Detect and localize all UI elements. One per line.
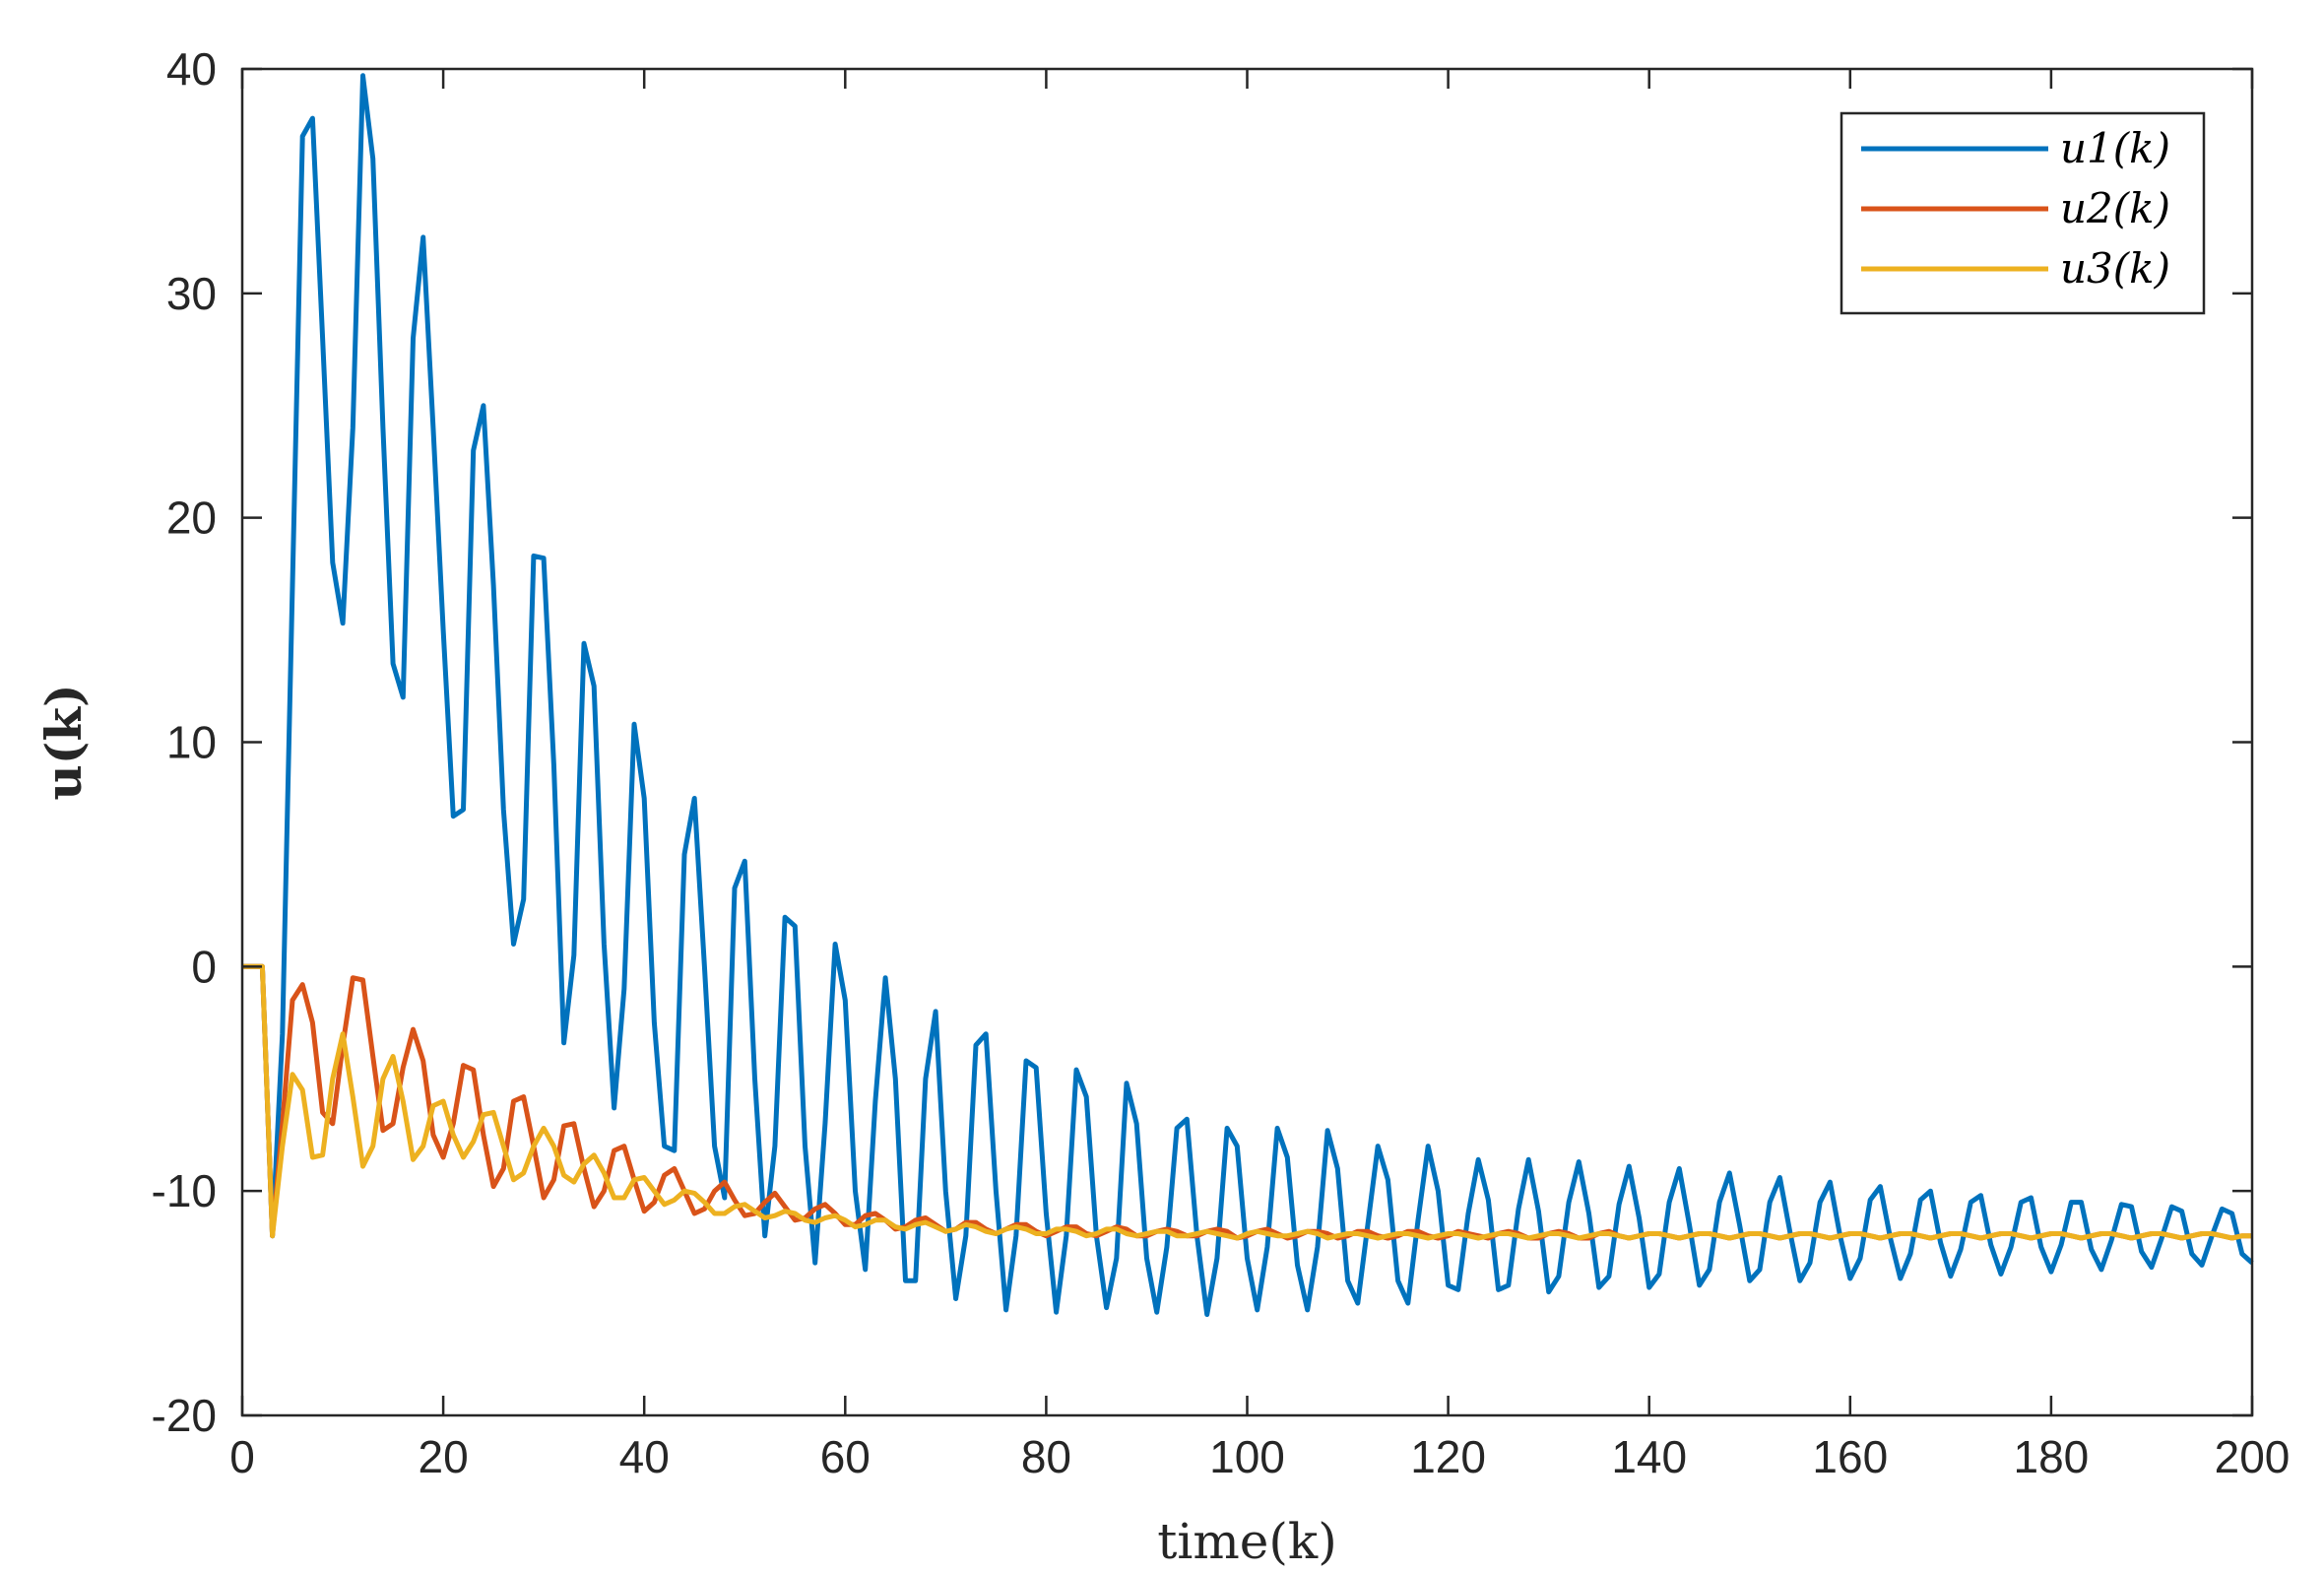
y-tick-label: 10 [166, 717, 217, 768]
series-line-1 [242, 73, 2254, 1317]
series-line-3 [242, 963, 2252, 1241]
y-axis-label: u(k) [34, 684, 93, 800]
x-tick-label: 0 [229, 1431, 255, 1482]
y-tick-label: 30 [166, 268, 217, 319]
x-tick-label: 40 [619, 1431, 670, 1482]
y-tick-label: -10 [152, 1165, 217, 1216]
x-tick-label: 80 [1021, 1431, 1071, 1482]
x-tick-label: 200 [2215, 1431, 2291, 1482]
y-tick-label: 40 [166, 43, 217, 95]
x-tick-label: 180 [2014, 1431, 2090, 1482]
x-tick-label: 120 [1410, 1431, 1486, 1482]
legend-label-2: u2(k) [2060, 184, 2170, 232]
legend-label-3: u3(k) [2060, 244, 2170, 293]
plot-layer [242, 73, 2254, 1317]
x-tick-label: 60 [820, 1431, 871, 1482]
x-tick-label: 20 [419, 1431, 469, 1482]
x-axis-label: time(k) [1157, 1513, 1336, 1570]
x-tick-label: 100 [1209, 1431, 1285, 1482]
y-tick-label: 20 [166, 492, 217, 544]
y-tick-label: -20 [152, 1390, 217, 1441]
legend: u1(k) u2(k) u3(k) [1840, 111, 2206, 315]
y-tick-label: 0 [191, 941, 217, 992]
x-tick-label: 160 [1812, 1431, 1888, 1482]
x-tick-label: 140 [1611, 1431, 1687, 1482]
legend-label-1: u1(k) [2060, 124, 2170, 172]
axes-layer: 0 20 40 60 80 100 120 140 160 180 200 -20 -10 0 10 20 30… [152, 43, 2291, 1482]
